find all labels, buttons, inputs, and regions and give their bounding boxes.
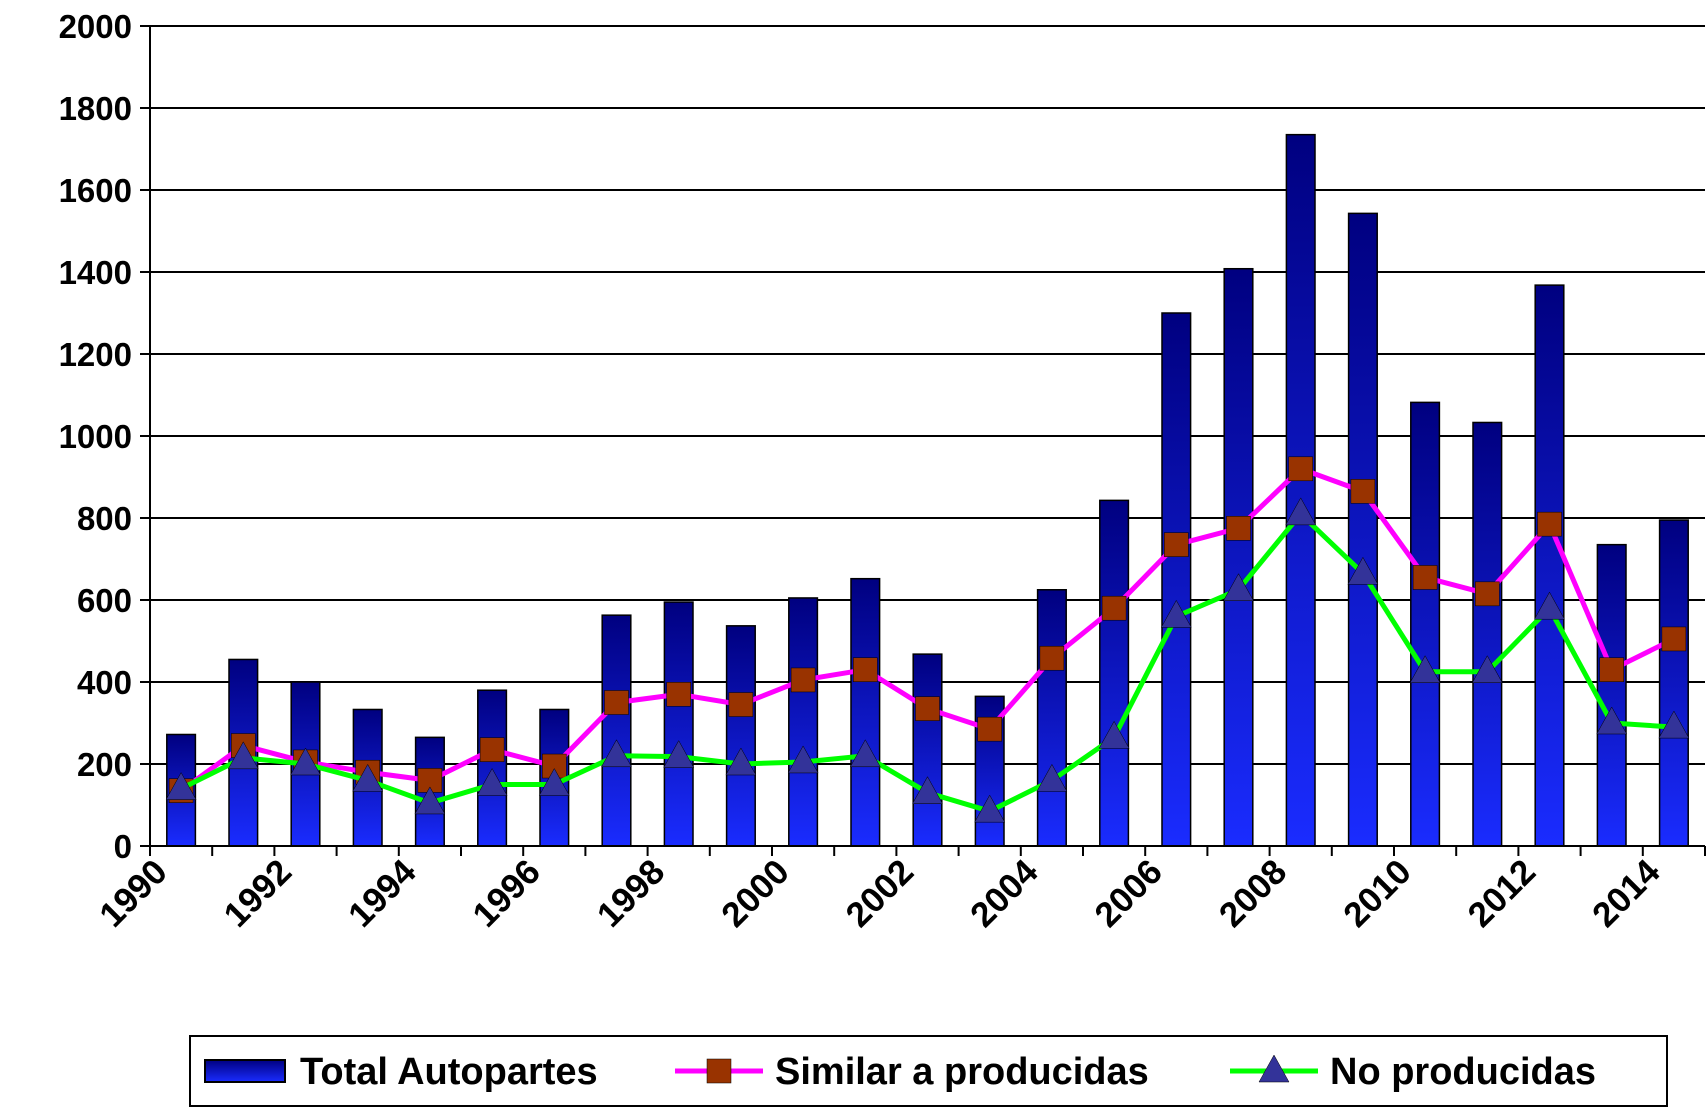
y-tick-label: 1000 <box>59 418 132 455</box>
marker <box>227 741 259 770</box>
legend-label: Total Autopartes <box>300 1051 598 1093</box>
x-tick-label: 2010 <box>1336 852 1419 935</box>
legend-swatch <box>204 1059 286 1083</box>
marker <box>1537 511 1562 537</box>
bar <box>1658 519 1689 847</box>
y-tick-label: 800 <box>77 500 132 537</box>
marker <box>1599 657 1624 682</box>
marker <box>538 767 570 796</box>
marker <box>604 690 629 715</box>
marker <box>1409 655 1441 683</box>
marker <box>1098 720 1130 749</box>
marker <box>1661 626 1687 652</box>
x-tick-label: 2004 <box>963 852 1046 935</box>
y-tick-label: 1800 <box>59 90 132 127</box>
marker <box>666 682 691 707</box>
x-tick-label: 2000 <box>714 852 797 935</box>
bar <box>725 625 756 847</box>
y-tick-label: 1200 <box>59 336 132 373</box>
bar <box>850 577 881 847</box>
marker <box>1164 532 1189 557</box>
marker <box>414 786 446 815</box>
marker <box>601 739 632 768</box>
marker <box>706 1058 732 1084</box>
bar <box>1036 589 1067 847</box>
y-tick-label: 2000 <box>59 8 132 45</box>
bar <box>1099 499 1130 847</box>
y-tick-label: 200 <box>77 746 132 783</box>
bar <box>1285 133 1316 847</box>
marker <box>1160 599 1192 628</box>
bar <box>663 601 694 847</box>
bar <box>912 653 943 847</box>
x-tick-label: 1990 <box>92 852 175 935</box>
bar <box>1596 543 1627 847</box>
x-tick-label: 2014 <box>1585 852 1668 935</box>
marker <box>165 772 197 800</box>
marker <box>1350 479 1376 504</box>
marker <box>912 776 943 804</box>
marker <box>977 716 1002 742</box>
marker <box>1347 556 1379 585</box>
marker <box>1534 591 1565 620</box>
marker <box>787 745 819 774</box>
y-tick-label: 400 <box>77 664 132 701</box>
marker <box>479 737 505 762</box>
x-tick-label: 2002 <box>839 852 922 935</box>
y-tick-label: 0 <box>114 828 132 865</box>
x-tick-label: 1994 <box>341 852 424 935</box>
marker <box>974 794 1006 823</box>
marker <box>728 692 754 717</box>
marker <box>1036 763 1068 792</box>
marker <box>290 747 321 776</box>
y-tick-label: 1400 <box>59 254 132 291</box>
marker <box>476 767 508 796</box>
marker <box>1658 710 1690 739</box>
bar <box>1347 212 1378 847</box>
bar <box>1161 312 1192 847</box>
marker <box>849 739 881 768</box>
marker <box>663 740 695 768</box>
marker <box>1288 456 1313 482</box>
x-tick-label: 1998 <box>590 852 673 935</box>
bar <box>1410 401 1441 847</box>
legend-label: Similar a producidas <box>775 1051 1149 1093</box>
marker <box>1258 1054 1290 1083</box>
marker <box>1285 497 1317 526</box>
bar <box>1534 284 1565 847</box>
marker <box>1101 595 1127 621</box>
y-tick-label: 600 <box>77 582 132 619</box>
x-tick-label: 2012 <box>1461 852 1544 935</box>
legend-label: No producidas <box>1330 1051 1596 1093</box>
marker <box>1223 573 1254 601</box>
marker <box>1226 516 1251 541</box>
marker <box>1412 565 1438 590</box>
marker <box>1039 645 1065 671</box>
legend-box <box>189 1035 1668 1107</box>
marker <box>915 696 940 721</box>
bar <box>788 597 819 847</box>
marker <box>352 763 384 792</box>
x-tick-label: 2006 <box>1087 852 1170 935</box>
marker <box>853 657 878 682</box>
marker <box>1596 706 1628 735</box>
x-tick-label: 2008 <box>1212 852 1295 935</box>
bar <box>601 614 632 847</box>
marker <box>790 667 816 693</box>
x-tick-label: 1996 <box>465 852 548 935</box>
x-tick-label: 1992 <box>217 852 300 935</box>
marker <box>1475 581 1500 607</box>
marker <box>1471 655 1503 683</box>
marker <box>725 747 757 776</box>
bar <box>1223 267 1254 847</box>
y-tick-label: 1600 <box>59 172 132 209</box>
bar <box>1472 421 1503 847</box>
